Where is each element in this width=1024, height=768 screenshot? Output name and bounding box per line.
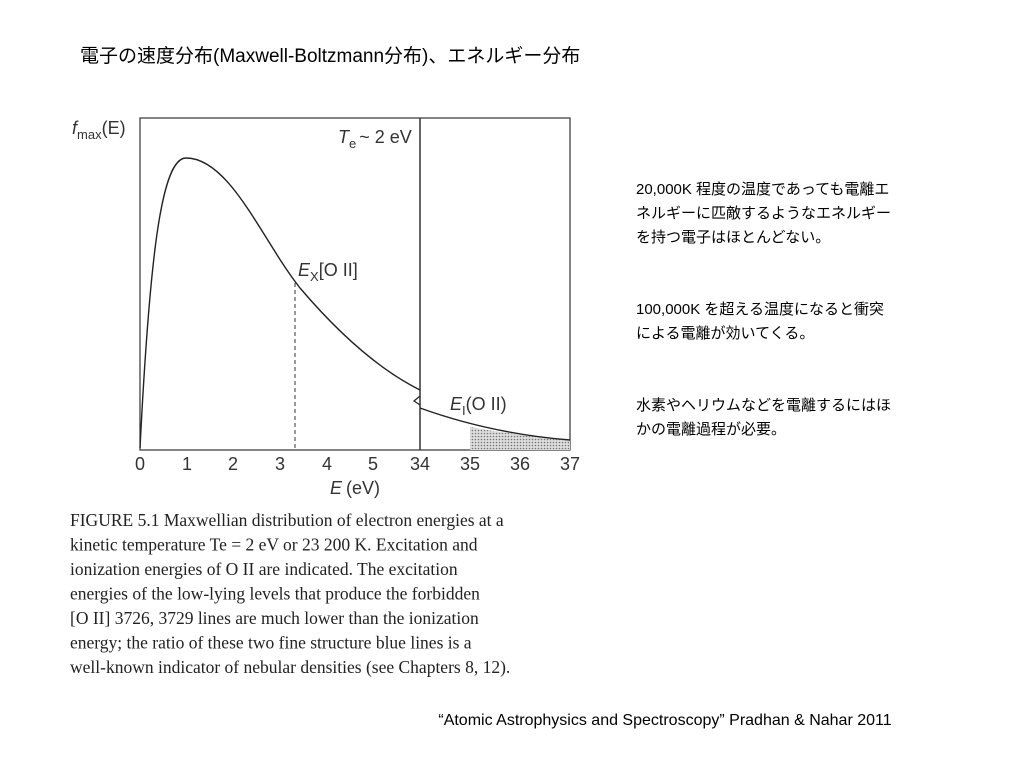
x-label: E (eV): [330, 478, 380, 498]
curve: [419, 407, 571, 441]
curve: [139, 157, 421, 449]
citation: “Atomic Astrophysics and Spectroscopy” P…: [438, 712, 891, 729]
caption-line: [O II] 3726, 3729 lines are much lower t…: [70, 608, 479, 628]
caption-line: kinetic temperature Te = 2 eV or 23 200 …: [70, 535, 478, 555]
caption-line: energies of the low-lying levels that pr…: [70, 584, 480, 604]
note-line: かの電離過程が必要。: [636, 420, 786, 438]
figure: fmax(E) Te ~ 2 eV EX[O II] EI(O II) E (eV)…: [70, 117, 580, 677]
x-tick-label: 1: [182, 454, 192, 474]
plot-frame: [139, 117, 571, 451]
y-label: fmax(E): [72, 118, 126, 142]
x-tick-label: 2: [228, 454, 238, 474]
caption-line: ionization energies of O II are indicate…: [70, 559, 458, 579]
x-tick-label: 5: [368, 454, 378, 474]
x-tick-label: 3: [275, 454, 285, 474]
note-line: を持つ電子はほとんどない。: [636, 229, 830, 246]
temperature-label: Te ~ 2 eV: [338, 127, 412, 151]
note-line: 20,000K 程度の温度であっても電離エ: [636, 180, 889, 198]
note-line: 100,000K を超える温度になると衝突: [636, 301, 884, 318]
caption-line: FIGURE 5.1 Maxwellian distribution of el…: [70, 510, 504, 530]
x-tick-label: 4: [322, 454, 332, 474]
x-tick-label: 37: [560, 454, 580, 474]
caption-line: energy; the ratio of these two fine stru…: [70, 633, 472, 653]
caption-line: well-known indicator of nebular densitie…: [70, 657, 510, 677]
shaded-region: [470, 427, 570, 450]
x-tick-label: 35: [460, 454, 480, 474]
x-tick-label: 36: [510, 454, 530, 474]
excitation-label: EX[O II]: [298, 260, 358, 284]
ionization-label: EI(O II): [450, 394, 507, 418]
break-mark: [412, 395, 421, 406]
x-tick-label: 0: [135, 454, 145, 474]
slide-title: 電子の速度分布(Maxwell-Boltzmann分布)、エネルギー分布: [80, 45, 580, 67]
x-tick-label: 34: [410, 454, 430, 474]
note-line: による電離が効いてくる。: [636, 324, 814, 342]
note-line: ネルギーに匹敵するようなエネルギー: [636, 205, 891, 222]
note-line: 水素やヘリウムなどを電離するにはほ: [636, 396, 891, 414]
